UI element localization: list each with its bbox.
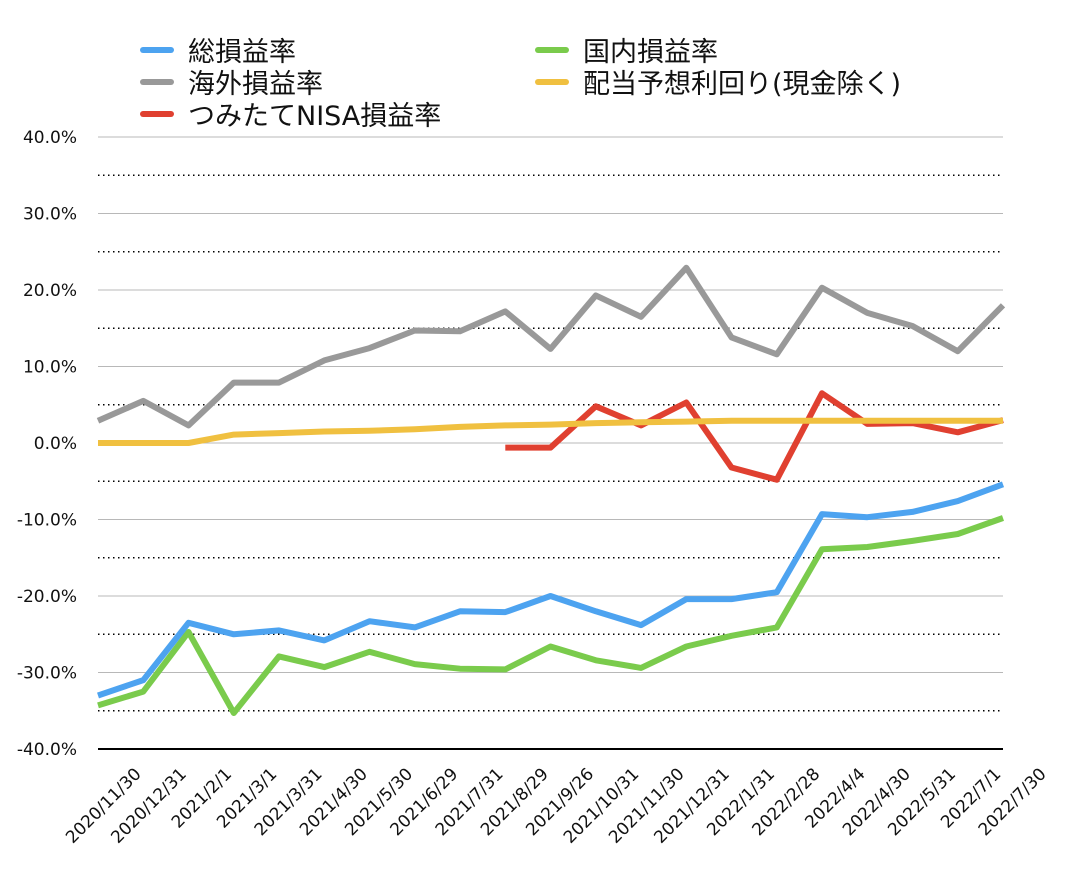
y-tick-label: 20.0% [23, 281, 77, 301]
x-axis: 2020/11/302020/12/312021/2/12021/3/12021… [62, 764, 1050, 847]
gridlines [98, 136, 1003, 750]
legend-item-domestic: 国内損益率 [535, 30, 718, 69]
series-line [505, 390, 1004, 483]
y-tick-label: -30.0% [17, 664, 77, 684]
y-tick-label: -40.0% [17, 740, 77, 760]
y-axis: 40.0% 30.0% 20.0% 10.0% 0.0% -10.0% -20.0% -30.… [17, 128, 77, 760]
series-line [96, 264, 1006, 429]
legend-label-total: 総損益率 [188, 37, 296, 68]
series-line [97, 481, 1005, 699]
y-tick-label: 10.0% [23, 358, 77, 378]
series-lines [96, 264, 1006, 716]
legend-label-domestic: 国内損益率 [583, 37, 718, 68]
legend-swatch-dividend [535, 78, 569, 85]
legend-label-overseas: 海外損益率 [188, 69, 323, 100]
y-tick-label: -20.0% [17, 587, 77, 607]
legend-label-nisa: つみたてNISA損益率 [188, 101, 442, 132]
legend-swatch-total [140, 46, 174, 53]
legend-item-nisa: つみたてNISA損益率 [140, 94, 441, 133]
legend-item-overseas: 海外損益率 [140, 62, 323, 101]
legend-item-total: 総損益率 [140, 30, 296, 69]
y-tick-label: 30.0% [23, 205, 77, 225]
y-tick-label: -10.0% [17, 511, 77, 531]
y-tick-label: 40.0% [23, 128, 77, 148]
legend-swatch-domestic [535, 46, 569, 53]
legend-label-dividend: 配当予想利回り(現金除く) [583, 69, 902, 100]
legend-item-dividend: 配当予想利回り(現金除く) [535, 62, 901, 101]
series-line [97, 515, 1005, 716]
legend-swatch-overseas [140, 78, 174, 85]
chart-legend: 総損益率 国内損益率 海外損益率 配当予想利回り(現金除く) つみたてNISA損… [140, 30, 960, 133]
series-line [98, 417, 1003, 446]
y-tick-label: 0.0% [34, 434, 77, 454]
legend-swatch-nisa [140, 110, 174, 117]
